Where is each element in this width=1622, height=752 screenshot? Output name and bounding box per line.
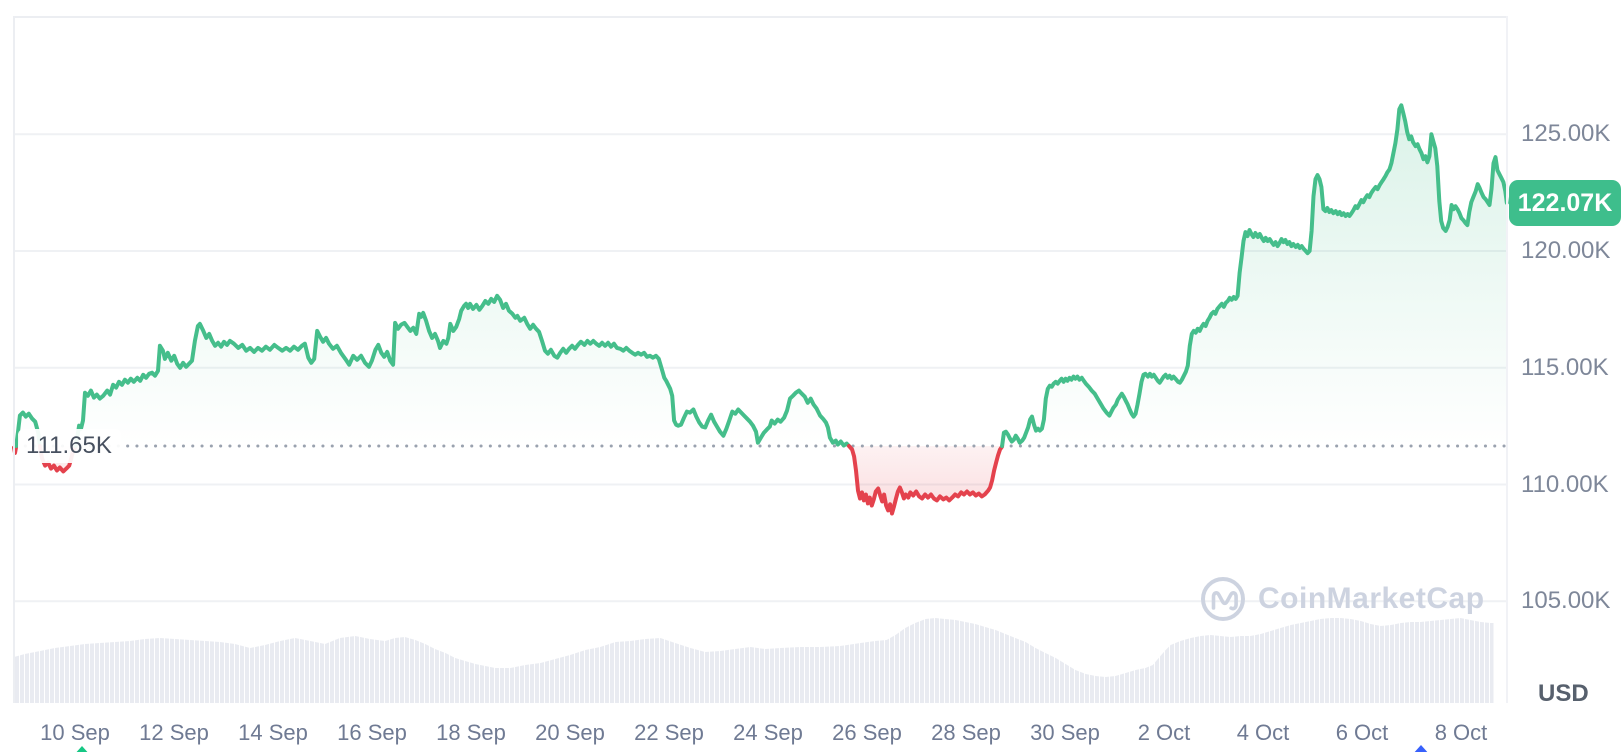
current-price-badge: 122.07K	[1509, 179, 1621, 226]
x-axis-label: 30 Sep	[1030, 720, 1100, 745]
y-axis-label: 115.00K	[1521, 353, 1609, 381]
period-start-marker-icon	[73, 746, 91, 752]
y-axis-label: 125.00K	[1521, 120, 1611, 148]
price-area-below-baseline	[849, 445, 1003, 514]
x-axis-label: 4 Oct	[1236, 720, 1290, 745]
y-axis-label: 110.00K	[1521, 470, 1609, 498]
x-axis-label: 12 Sep	[139, 720, 209, 745]
x-axis-label: 2 Oct	[1137, 720, 1191, 745]
price-line-up	[14, 410, 42, 448]
x-axis-label: 28 Sep	[931, 720, 1001, 745]
period-end-marker-icon	[1412, 745, 1430, 752]
x-axis-label: 22 Sep	[634, 720, 704, 745]
plot-border-right	[1506, 16, 1508, 703]
price-line-up	[73, 293, 851, 448]
x-axis-label: 8 Oct	[1434, 720, 1488, 745]
x-axis-label: 6 Oct	[1335, 720, 1389, 745]
y-axis-label: 120.00K	[1521, 237, 1611, 264]
x-axis-label: 18 Sep	[436, 720, 506, 745]
plot-border-top	[13, 16, 1507, 18]
x-axis-label: 20 Sep	[535, 720, 605, 745]
watermark-text: CoinMarketCap	[1258, 582, 1485, 615]
usd-unit-label: USD	[1538, 680, 1589, 707]
price-area-above-baseline	[1002, 105, 1507, 447]
volume-area	[14, 618, 1494, 703]
x-axis-label: 16 Sep	[337, 720, 407, 745]
x-axis-label: 26 Sep	[832, 720, 902, 745]
price-area-above-baseline	[75, 295, 849, 446]
x-axis-label: 14 Sep	[238, 720, 308, 745]
y-axis-label: 105.00K	[1521, 587, 1611, 615]
coinmarketcap-logo-icon	[1201, 577, 1245, 621]
x-axis-label: 10 Sep	[40, 720, 110, 745]
price-line-up	[1000, 103, 1509, 448]
baseline-price-chip: 111.65K	[18, 429, 121, 463]
plot-border-left	[13, 16, 15, 703]
price-line-down	[847, 444, 1005, 516]
x-axis-label: 24 Sep	[733, 720, 803, 745]
